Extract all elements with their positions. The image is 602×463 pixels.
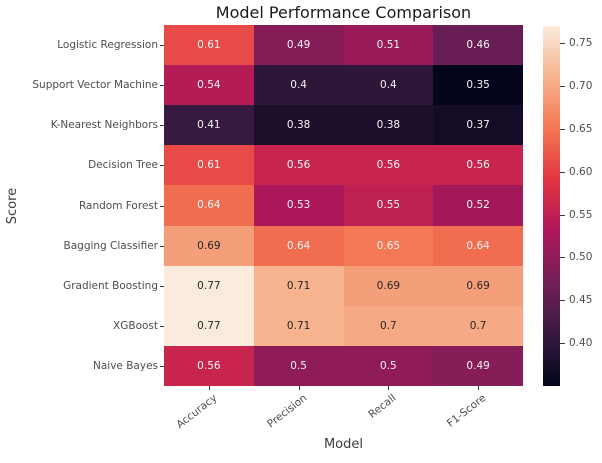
y-tick-mark bbox=[160, 85, 164, 87]
colorbar-tick-label: 0.50 bbox=[569, 251, 593, 264]
chart-title: Model Performance Comparison bbox=[215, 3, 472, 22]
colorbar-tick-mark bbox=[560, 257, 565, 259]
colorbar-tick-label: 0.70 bbox=[569, 80, 593, 92]
x-tick-mark bbox=[478, 386, 480, 390]
heatmap: 0.61 0.49 0.51 0.46 0.54 0.4 0.4 0.35 0.41 0.38 0.… bbox=[164, 25, 523, 386]
y-tick-label: Naive Bayes bbox=[93, 359, 158, 372]
y-tick-label: Random Forest bbox=[78, 199, 158, 212]
heatmap-cell: 0.49 bbox=[253, 25, 344, 66]
heatmap-cell: 0.54 bbox=[164, 65, 254, 106]
colorbar-tick-label: 0.40 bbox=[569, 337, 593, 350]
colorbar-tick-label: 0.60 bbox=[569, 165, 593, 178]
heatmap-cell: 0.53 bbox=[253, 185, 344, 226]
colorbar-tick-mark bbox=[560, 86, 565, 87]
y-tick-mark bbox=[160, 325, 164, 327]
heatmap-cell: 0.49 bbox=[433, 345, 523, 386]
heatmap-cell: 0.64 bbox=[164, 185, 254, 226]
heatmap-cell: 0.38 bbox=[343, 105, 434, 146]
x-tick-label: F1-Score bbox=[444, 392, 489, 430]
heatmap-cell: 0.41 bbox=[164, 105, 254, 146]
colorbar-tick-label: 0.75 bbox=[569, 37, 593, 50]
colorbar-tick-label: 0.55 bbox=[569, 208, 593, 221]
y-tick-label: XGBoost bbox=[113, 319, 158, 332]
x-tick-mark bbox=[388, 386, 390, 390]
colorbar-tick-label: 0.65 bbox=[569, 122, 593, 135]
heatmap-cell: 0.52 bbox=[433, 185, 523, 226]
heatmap-cell: 0.51 bbox=[343, 25, 434, 66]
heatmap-cell: 0.56 bbox=[253, 145, 344, 186]
heatmap-cell: 0.7 bbox=[433, 305, 523, 346]
heatmap-cell: 0.77 bbox=[164, 265, 254, 306]
heatmap-cell: 0.69 bbox=[433, 265, 523, 306]
heatmap-cell: 0.46 bbox=[433, 25, 523, 66]
heatmap-cell: 0.38 bbox=[253, 105, 344, 146]
x-tick-label: Precision bbox=[264, 392, 310, 431]
y-tick-label: Bagging Classifier bbox=[63, 239, 158, 252]
y-tick-label: Support Vector Machine bbox=[32, 79, 158, 92]
y-tick-mark bbox=[160, 365, 164, 367]
y-tick-mark bbox=[160, 45, 164, 47]
heatmap-cell: 0.55 bbox=[343, 185, 434, 226]
heatmap-cell: 0.61 bbox=[164, 25, 254, 66]
heatmap-cell: 0.64 bbox=[433, 225, 523, 266]
heatmap-cell: 0.65 bbox=[343, 225, 434, 266]
y-tick-label: K-Nearest Neighbors bbox=[50, 119, 158, 132]
heatmap-cell: 0.64 bbox=[253, 225, 344, 266]
y-tick-mark bbox=[160, 205, 164, 207]
heatmap-cell: 0.37 bbox=[433, 105, 523, 146]
colorbar-gradient bbox=[543, 26, 560, 386]
heatmap-cell: 0.4 bbox=[253, 65, 344, 106]
y-tick-label: Decision Tree bbox=[88, 159, 158, 172]
x-tick-mark bbox=[298, 386, 300, 390]
heatmap-cell: 0.5 bbox=[343, 345, 434, 386]
y-tick-mark bbox=[160, 125, 164, 127]
heatmap-cell: 0.35 bbox=[433, 65, 523, 106]
y-tick-mark bbox=[160, 245, 164, 247]
y-tick-label: Gradient Boosting bbox=[63, 279, 158, 292]
y-tick-mark bbox=[160, 285, 164, 287]
heatmap-cell: 0.69 bbox=[343, 265, 434, 306]
y-tick-label: Logistic Regression bbox=[57, 39, 158, 52]
colorbar-tick-label: 0.45 bbox=[569, 294, 593, 307]
heatmap-cell: 0.69 bbox=[164, 225, 254, 266]
heatmap-cell: 0.5 bbox=[253, 345, 344, 386]
heatmap-cell: 0.71 bbox=[253, 305, 344, 346]
colorbar-tick-mark bbox=[560, 300, 565, 302]
heatmap-cell: 0.56 bbox=[433, 145, 523, 186]
colorbar-tick-mark bbox=[560, 171, 565, 173]
heatmap-cell: 0.56 bbox=[164, 345, 254, 386]
colorbar-tick-mark bbox=[560, 43, 565, 45]
x-tick-mark bbox=[208, 386, 210, 390]
heatmap-cell: 0.61 bbox=[164, 145, 254, 186]
colorbar-tick-mark bbox=[560, 128, 565, 130]
heatmap-cell: 0.4 bbox=[343, 65, 434, 106]
y-tick-mark bbox=[160, 165, 164, 167]
colorbar-tick-mark bbox=[560, 214, 565, 216]
x-axis-label: Model bbox=[323, 437, 364, 452]
x-tick-label: Accuracy bbox=[174, 392, 220, 431]
colorbar-tick-mark bbox=[560, 343, 565, 345]
heatmap-cell: 0.7 bbox=[343, 305, 434, 346]
heatmap-cell: 0.77 bbox=[164, 305, 254, 346]
heatmap-cell: 0.56 bbox=[343, 145, 434, 186]
x-tick-label: Recall bbox=[366, 392, 399, 421]
heatmap-cell: 0.71 bbox=[253, 265, 344, 306]
